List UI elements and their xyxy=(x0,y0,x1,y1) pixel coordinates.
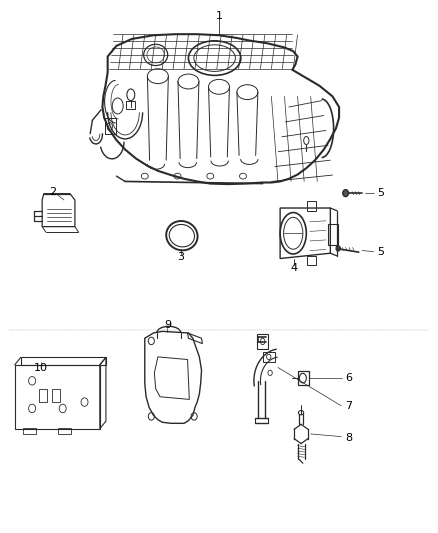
Bar xyxy=(23,427,36,434)
Text: 1: 1 xyxy=(215,11,223,21)
Text: 5: 5 xyxy=(377,247,384,257)
Text: 7: 7 xyxy=(346,401,353,411)
Bar xyxy=(58,427,71,434)
Text: 2: 2 xyxy=(49,187,56,197)
Text: 5: 5 xyxy=(377,188,384,198)
Bar xyxy=(105,118,116,134)
Bar xyxy=(127,101,135,109)
Bar xyxy=(307,256,316,265)
Text: 9: 9 xyxy=(164,320,171,330)
Text: 3: 3 xyxy=(177,253,184,262)
Bar xyxy=(263,352,275,362)
Bar xyxy=(39,389,46,402)
Text: 6: 6 xyxy=(346,373,353,383)
Ellipse shape xyxy=(336,246,340,251)
Bar xyxy=(297,371,308,384)
Bar xyxy=(52,389,60,402)
Ellipse shape xyxy=(343,190,349,197)
Text: 10: 10 xyxy=(34,362,48,373)
Bar xyxy=(258,334,268,349)
Text: 4: 4 xyxy=(290,263,298,272)
Text: 8: 8 xyxy=(346,433,353,443)
Bar xyxy=(307,201,316,211)
Bar xyxy=(328,224,338,245)
